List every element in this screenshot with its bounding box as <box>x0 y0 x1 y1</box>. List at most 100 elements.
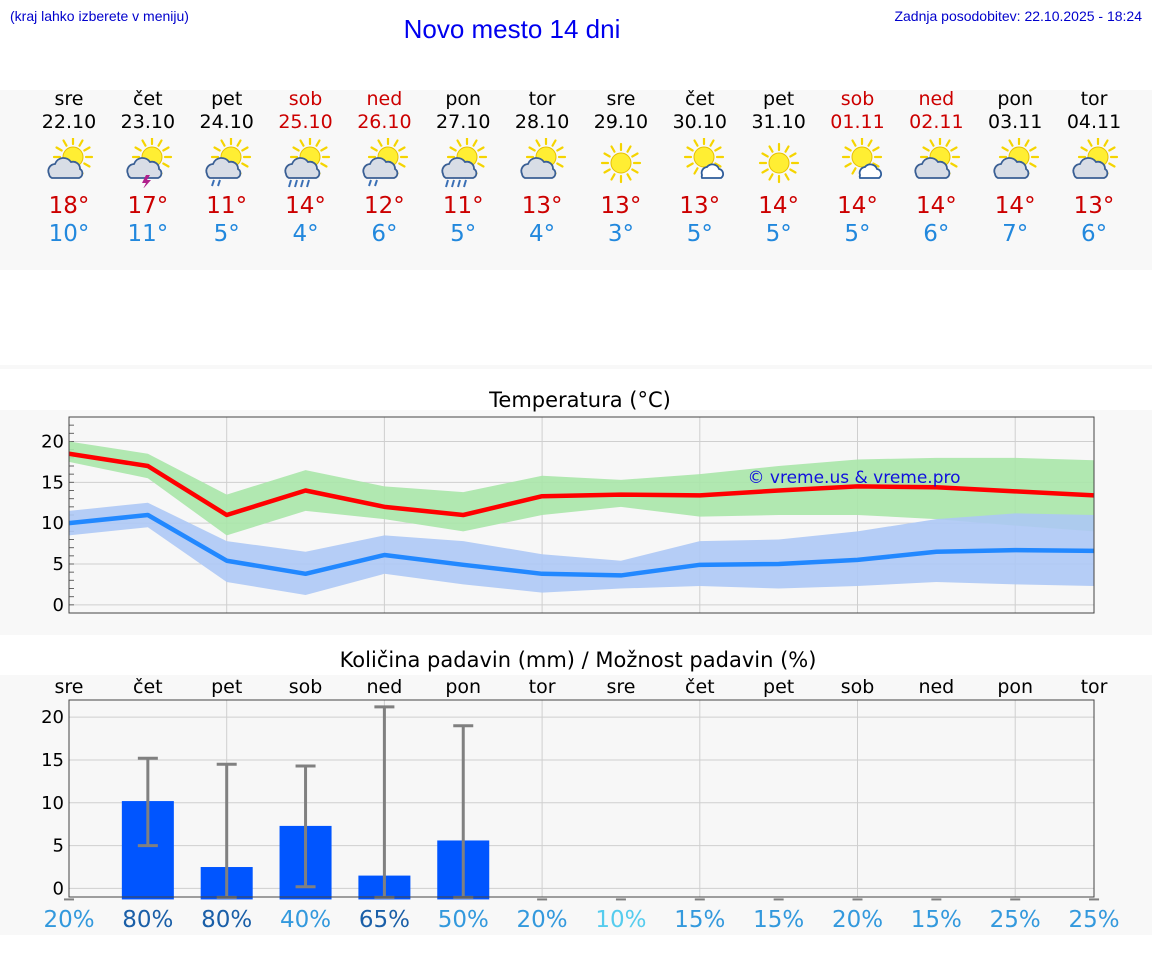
plot-area <box>69 700 1094 897</box>
chart-title: Temperatura (°C) <box>488 388 671 412</box>
day-column: pon 03.11 14° 7° <box>975 88 1055 248</box>
page-title: Novo mesto 14 dni <box>403 14 621 44</box>
x-tick-label: sob <box>289 676 323 698</box>
x-tick-label: pet <box>211 676 242 698</box>
day-column: tor 04.11 13° 6° <box>1054 88 1134 248</box>
day-name: sob <box>288 88 323 110</box>
sun-cloud-icon <box>1054 134 1134 192</box>
x-tick-label: ned <box>367 676 403 698</box>
precip-probability: 80% <box>122 907 173 933</box>
last-update: Zadnja posodobitev: 22.10.2025 - 18:24 <box>894 8 1142 24</box>
temp-max: 18° <box>48 193 90 219</box>
y-tick-label: 5 <box>53 554 64 575</box>
day-name: pet <box>211 88 243 110</box>
sun-cloud-icon <box>975 134 1055 192</box>
precip-probability: 50% <box>438 907 489 933</box>
temp-min: 6° <box>923 221 950 247</box>
y-tick-label: 15 <box>41 472 64 493</box>
day-column: pet 31.10 14° 5° <box>739 88 819 248</box>
x-tick-label: čet <box>685 676 715 698</box>
x-tick-label: pet <box>763 676 794 698</box>
x-tick-label: tor <box>529 676 556 698</box>
y-tick-label: 20 <box>41 707 64 728</box>
forecast-band <box>0 90 1152 270</box>
x-tick-label: pon <box>997 676 1033 698</box>
temp-min: 10° <box>48 221 90 247</box>
sun-cloud-icon <box>896 134 976 192</box>
day-date: 25.10 <box>278 111 333 133</box>
day-date: 04.11 <box>1066 111 1122 133</box>
sun-cloud-thunder-icon <box>108 134 188 192</box>
precip-probability: 65% <box>359 907 410 933</box>
day-date: 30.10 <box>672 111 727 133</box>
region-hint: (kraj lahko izberete v meniju) <box>10 8 189 24</box>
day-column: čet 30.10 13° 5° <box>660 88 740 248</box>
temp-min: 7° <box>1002 221 1029 247</box>
chart-title: Količina padavin (mm) / Možnost padavin … <box>340 648 817 672</box>
max-temp-band <box>69 441 1095 536</box>
day-name: sob <box>840 88 875 110</box>
temp-min: 4° <box>529 221 556 247</box>
precip-probability: 20% <box>832 907 883 933</box>
x-tick-label: pon <box>445 676 481 698</box>
day-date: 27.10 <box>436 111 491 133</box>
temp-min: 6° <box>1080 221 1108 247</box>
temp-min: 11° <box>127 221 169 247</box>
min-temp-band <box>69 502 1095 596</box>
day-column: sob 25.10 14° 4° <box>266 88 346 248</box>
sun-small-cloud-icon <box>818 134 898 192</box>
plot-frame <box>68 699 1095 898</box>
temp-max: 14° <box>285 193 326 219</box>
temp-max: 13° <box>679 193 721 219</box>
daily-forecast: sre 22.10 18° 10° čet 23.10 17° 11° pet 24.10 11° 5… <box>0 88 1152 270</box>
day-name: ned <box>366 88 403 110</box>
day-column: sre 22.10 18° 10° <box>29 88 109 248</box>
sun-cloud-rain-icon <box>344 134 424 192</box>
day-name: sre <box>606 88 636 110</box>
day-column: tor 28.10 13° 4° <box>502 88 582 248</box>
divider <box>0 365 1152 369</box>
temp-max: 11° <box>206 193 248 219</box>
day-date: 23.10 <box>120 111 176 133</box>
y-tick-label: 20 <box>41 432 64 453</box>
temp-max: 14° <box>758 193 800 219</box>
day-column: sob 01.11 14° 5° <box>818 88 898 248</box>
sun-cloud-heavy-rain-icon <box>423 134 503 192</box>
temp-min: 4° <box>292 221 319 247</box>
day-name: pon <box>445 88 482 110</box>
day-name: pet <box>763 88 795 110</box>
temp-min: 5° <box>765 221 792 247</box>
temp-max: 14° <box>994 193 1036 219</box>
temp-max: 14° <box>837 193 878 219</box>
watermark: © vreme.us & vreme.pro <box>747 468 960 488</box>
day-name: tor <box>1080 88 1108 110</box>
precip-probability: 25% <box>990 907 1041 933</box>
plot-frame <box>68 416 1095 614</box>
day-date: 31.10 <box>751 111 806 133</box>
y-tick-label: 0 <box>53 878 64 899</box>
day-column: ned 02.11 14° 6° <box>896 88 976 248</box>
day-column: čet 23.10 17° 11° <box>108 88 188 248</box>
day-date: 29.10 <box>593 111 649 133</box>
day-date: 22.10 <box>41 111 97 133</box>
temperature-chart: Temperatura (°C) 0 5 10 15 20 © vreme.us & vre… <box>41 388 1095 616</box>
day-column: pon 27.10 11° 5° <box>423 88 503 248</box>
precip-probability: 15% <box>674 907 725 933</box>
day-name: ned <box>918 88 955 110</box>
temp-min: 5° <box>450 221 477 247</box>
sun-cloud-icon <box>502 134 582 192</box>
precip-probability: 80% <box>201 907 252 933</box>
x-tick-label: ned <box>918 676 954 698</box>
day-column: ned 26.10 12° 6° <box>344 88 424 248</box>
temp-max: 17° <box>127 193 169 219</box>
y-tick-label: 15 <box>41 750 64 771</box>
day-name: tor <box>528 88 556 110</box>
precip-probability: 15% <box>911 907 962 933</box>
sun-small-cloud-icon <box>660 134 740 192</box>
day-date: 02.11 <box>909 111 964 133</box>
day-name: čet <box>133 88 163 110</box>
sun-icon <box>581 134 661 192</box>
x-tick-label: sob <box>841 676 875 698</box>
temp-min: 5° <box>213 221 240 247</box>
x-tick-label: sre <box>606 676 635 698</box>
